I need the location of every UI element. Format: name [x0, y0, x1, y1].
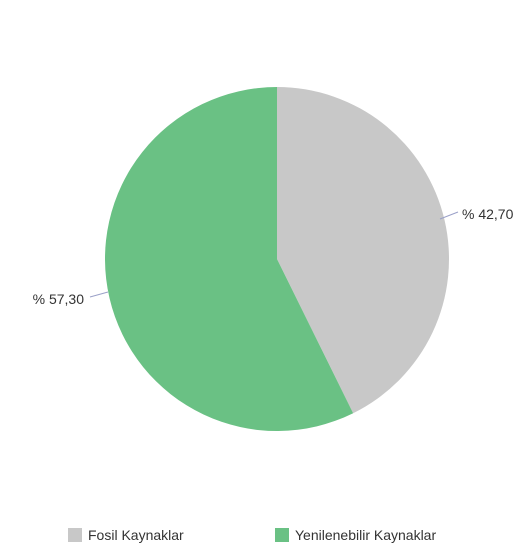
legend-swatch: [68, 528, 82, 542]
slice-value-label: % 57,30: [33, 291, 85, 307]
slice-labels: % 42,70 % 57,30: [33, 206, 514, 307]
leader-line: [439, 211, 459, 220]
slice-value-label: % 42,70: [462, 206, 514, 222]
leader-line: [89, 291, 109, 298]
slices: [105, 86, 449, 431]
legend-swatch: [275, 528, 289, 542]
pie-slice-yenilenebilir: [105, 87, 354, 431]
pie-slice-fosil: [277, 86, 449, 414]
legend-label: Fosil Kaynaklar: [88, 527, 184, 543]
legend: Fosil Kaynaklar Yenilenebilir Kaynaklar: [68, 527, 436, 543]
legend-item: Fosil Kaynaklar: [68, 527, 184, 543]
legend-label: Yenilenebilir Kaynaklar: [295, 527, 436, 543]
legend-item: Yenilenebilir Kaynaklar: [275, 527, 436, 543]
